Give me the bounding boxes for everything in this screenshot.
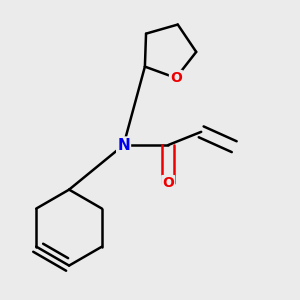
Text: O: O — [170, 71, 182, 85]
Text: O: O — [162, 176, 174, 190]
Text: N: N — [117, 137, 130, 152]
